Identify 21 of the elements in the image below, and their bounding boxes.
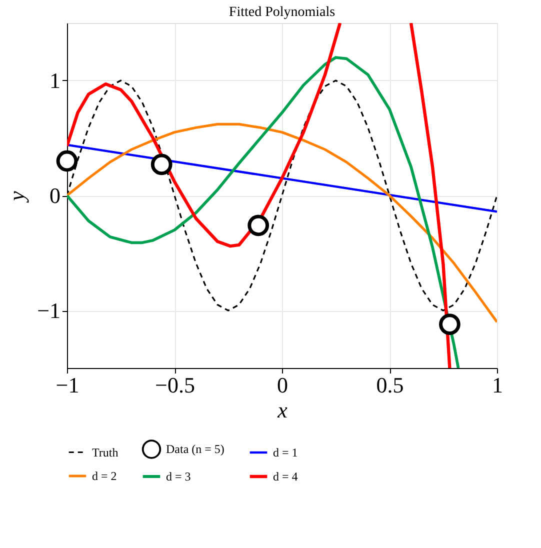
x-axis-title: x <box>276 398 288 422</box>
chart-title: Fitted Polynomials <box>228 5 336 20</box>
legend-label: d = 4 <box>273 470 298 484</box>
y-axis-title: y <box>4 190 30 203</box>
y-tick-label: 0 <box>50 183 60 208</box>
y-tick-label: 1 <box>50 68 60 93</box>
x-tick-label: 0.5 <box>376 372 404 398</box>
legend-label: Data (n = 5) <box>166 442 224 456</box>
point <box>248 214 270 236</box>
point <box>56 150 78 172</box>
x-tick-label: 1 <box>492 372 503 398</box>
point <box>150 154 172 176</box>
legend-label: d = 3 <box>166 470 191 484</box>
legend-label: d = 1 <box>273 446 298 460</box>
x-tick-label: 0 <box>277 372 288 398</box>
x-tick-label: −0.5 <box>155 372 195 398</box>
line-series <box>67 122 497 324</box>
y-tick-label: −1 <box>37 298 60 323</box>
point <box>439 314 460 335</box>
legend-label: d = 2 <box>92 469 117 483</box>
legend-label: Truth <box>92 445 118 460</box>
